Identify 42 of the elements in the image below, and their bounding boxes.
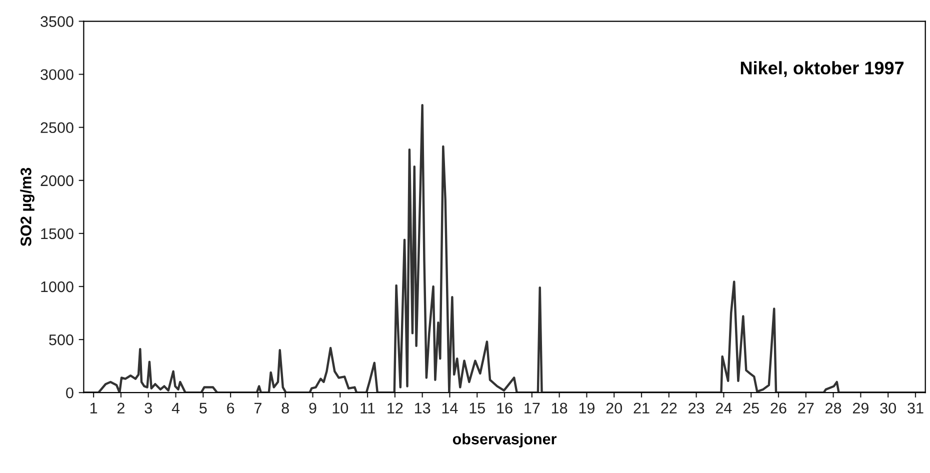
x-tick-label: 13 (415, 402, 430, 414)
x-tick-label: 24 (716, 402, 732, 414)
x-tick-label: 7 (254, 402, 262, 414)
x-tick-label: 30 (880, 402, 896, 414)
x-tick-label: 26 (770, 402, 786, 414)
y-tick-label: 2000 (40, 175, 74, 186)
x-tick-label: 21 (634, 402, 650, 414)
x-tick-label: 11 (360, 402, 375, 414)
x-tick-label: 19 (579, 402, 594, 414)
x-tick-label: 27 (798, 402, 814, 414)
x-tick-label: 28 (826, 402, 842, 414)
x-tick-label: 6 (227, 402, 234, 414)
x-tick-label: 31 (908, 402, 924, 414)
x-tick-label: 16 (497, 402, 512, 414)
y-tick-label: 2500 (40, 122, 74, 134)
y-tick-label: 1500 (41, 228, 74, 240)
x-tick-label: 22 (661, 402, 677, 414)
x-axis-title: observasjoner (452, 433, 557, 448)
x-tick-label: 9 (309, 402, 316, 414)
x-tick-label: 25 (743, 402, 759, 414)
x-tick-label: 2 (117, 402, 124, 414)
y-tick-label: 0 (66, 387, 74, 398)
y-tick-label: 3500 (40, 16, 74, 27)
x-tick-label: 3 (144, 402, 152, 414)
y-tick-label: 3000 (40, 69, 74, 80)
x-tick-label: 1 (90, 402, 98, 414)
x-tick-label: 4 (172, 402, 180, 414)
x-tick-label: 18 (552, 402, 568, 414)
x-tick-label: 15 (470, 402, 485, 414)
y-tick-label: 500 (49, 334, 74, 346)
x-tick-label: 23 (688, 402, 704, 414)
x-tick-label: 10 (332, 402, 348, 414)
y-tick-label: 1000 (41, 281, 74, 292)
x-tick-label: 20 (606, 402, 622, 414)
x-tick-label: 8 (282, 402, 289, 414)
x-tick-label: 12 (388, 402, 403, 414)
x-tick-label: 17 (524, 402, 540, 414)
y-axis-title: SO2 µg/m3 (20, 168, 34, 246)
text: Nikel, oktober 1997 (740, 61, 904, 78)
x-tick-label: 14 (442, 402, 458, 414)
x-tick-label: 5 (200, 402, 207, 414)
x-tick-label: 29 (852, 402, 868, 414)
